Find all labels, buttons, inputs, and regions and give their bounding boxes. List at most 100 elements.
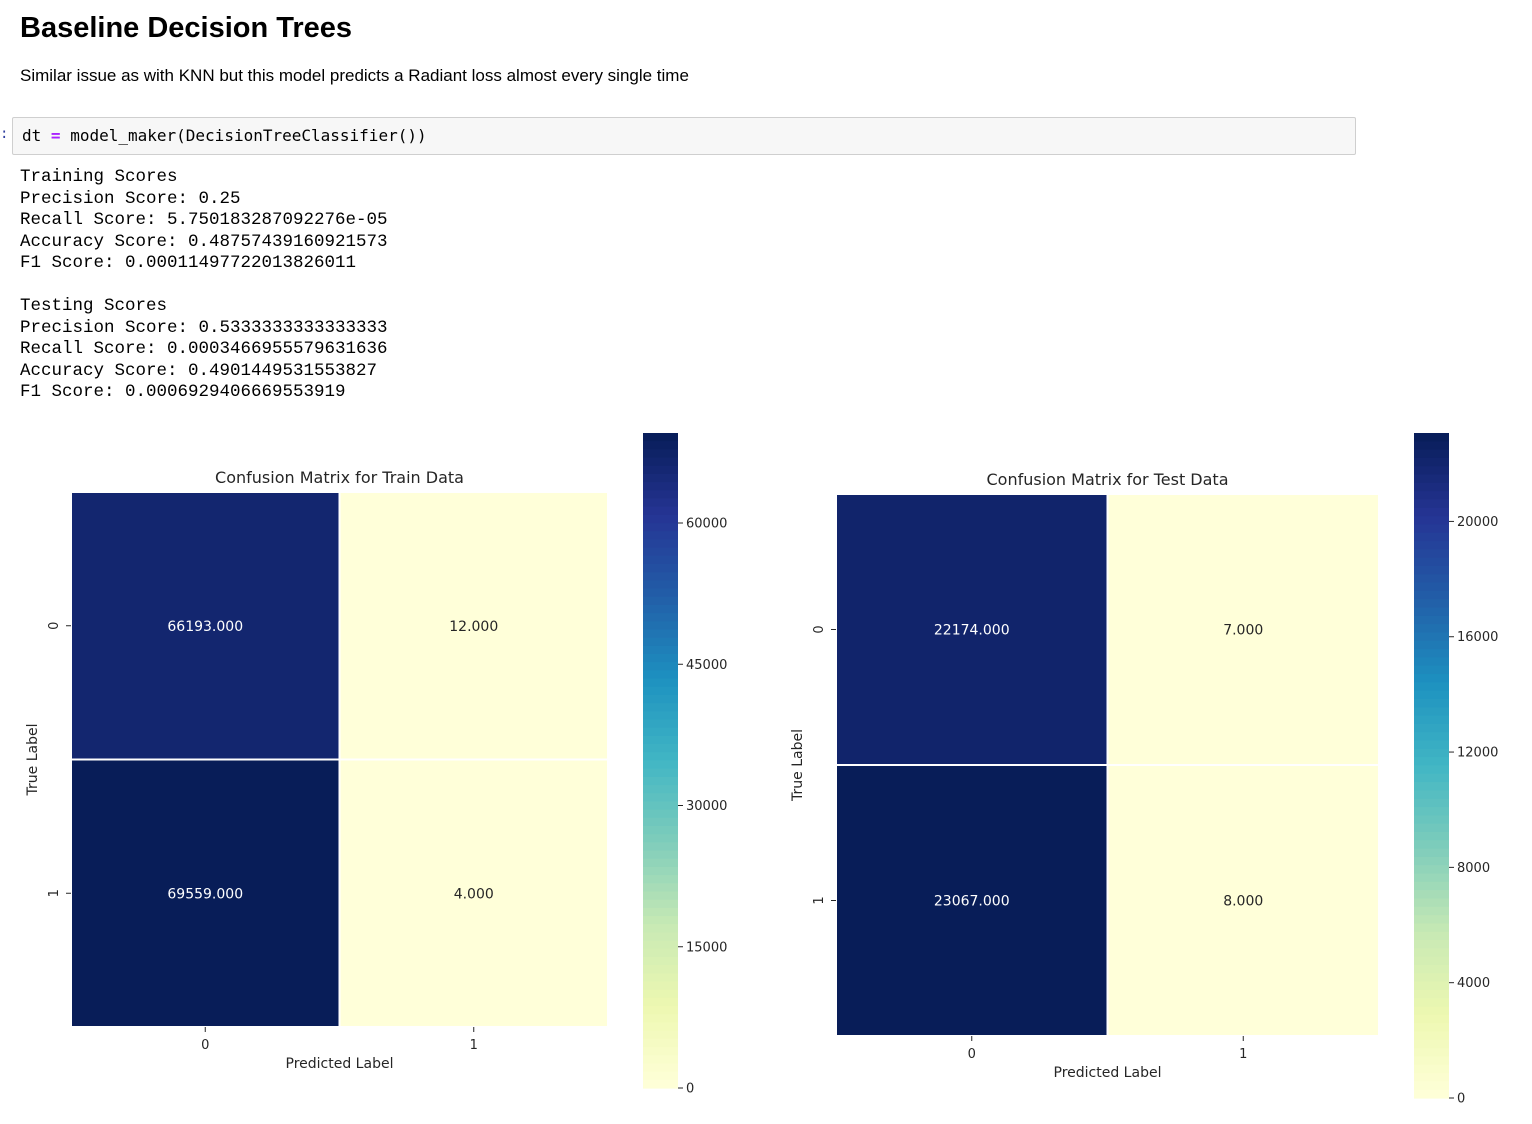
colorbar-segment [1414, 748, 1449, 758]
x-tick-label: 1 [1239, 1047, 1247, 1062]
test-confusion-matrix-figure: Confusion Matrix for Test Data 22174.000 7… [770, 428, 1530, 1118]
colorbar-segment [643, 473, 678, 483]
heatmap-cell [1106, 764, 1380, 1037]
colorbar-segment [643, 916, 678, 925]
colorbar-segment [1414, 715, 1449, 725]
heatmap-cell [338, 758, 609, 1028]
colorbar-segment [643, 662, 678, 672]
colorbar-segment [1414, 1081, 1449, 1091]
colorbar-segment [1414, 1039, 1449, 1049]
code-cell-input[interactable]: dt = model_maker(DecisionTreeClassifier(… [12, 117, 1356, 155]
colorbar-segment [643, 727, 678, 737]
colorbar-segment [1414, 682, 1449, 692]
colorbar-segment [643, 809, 678, 819]
colorbar-segment [1414, 433, 1449, 442]
colorbar-segment [1414, 940, 1449, 949]
colorbar-segment [643, 1063, 678, 1073]
y-tick-label: 1 [47, 889, 62, 897]
colorbar-segment [1414, 815, 1449, 825]
colorbar-segment [1414, 981, 1449, 991]
heatmap-cell [835, 764, 1109, 1037]
colorbar-segment [1414, 740, 1449, 750]
colorbar-tick-label: 60000 [686, 517, 727, 532]
colorbar-segment [643, 940, 678, 950]
output-line: Accuracy Score: 0.48757439160921573 [20, 231, 388, 252]
output-line: Testing Scores [20, 296, 168, 316]
colorbar-segment [643, 482, 678, 491]
y-tick-label: 1 [812, 896, 827, 904]
colorbar-segment [1414, 615, 1449, 625]
colorbar-segment [1414, 599, 1449, 609]
colorbar-segment [1414, 848, 1449, 858]
colorbar-segment [1414, 499, 1449, 509]
colorbar-segment [1414, 590, 1449, 600]
colorbar-segment [1414, 466, 1449, 476]
output-line: Precision Score: 0.25 [20, 188, 241, 209]
y-axis-label: True Label [25, 724, 41, 797]
colorbar-segment [643, 842, 678, 852]
colorbar-segment [1414, 449, 1449, 459]
colorbar-segment [1414, 649, 1449, 659]
section-heading: Baseline Decision Trees [20, 12, 353, 44]
colorbar-segment [643, 1071, 678, 1081]
colorbar-segment [1414, 1073, 1449, 1082]
output-line: Training Scores [20, 167, 178, 187]
colorbar-segment [643, 981, 678, 991]
colorbar-segment [1414, 890, 1449, 900]
colorbar-segment [643, 654, 678, 663]
colorbar-tick-label: 0 [686, 1082, 694, 1097]
colorbar-segment [643, 670, 678, 680]
colorbar-segment [1414, 790, 1449, 800]
train-confusion-matrix-figure: Confusion Matrix for Train Data 66193.000… [0, 428, 760, 1108]
colorbar-segment [1414, 640, 1449, 650]
colorbar-segment [1414, 566, 1449, 575]
colorbar-segment [1414, 582, 1449, 592]
colorbar-segment [643, 997, 678, 1007]
colorbar-segment [1414, 773, 1449, 783]
colorbar-segment [643, 883, 678, 893]
colorbar-segment [1414, 624, 1449, 634]
colorbar-segment [1414, 732, 1449, 742]
colorbar-segment [643, 744, 678, 753]
colorbar-segment [1414, 723, 1449, 733]
colorbar-segment [1414, 549, 1449, 559]
colorbar-segment [1414, 441, 1449, 451]
output-line: Recall Score: 5.750183287092276e-05 [20, 210, 388, 230]
colorbar-segment [643, 1022, 678, 1032]
colorbar-segment [1414, 532, 1449, 542]
colorbar-segment [1414, 507, 1449, 517]
y-axis-label: True Label [790, 729, 806, 802]
x-axis-label: Predicted Label [286, 1056, 394, 1072]
colorbar-segment [643, 1047, 678, 1056]
colorbar-tick-label: 20000 [1457, 515, 1498, 530]
code-cell-output: Training Scores Precision Score: 0.25 Reca… [20, 167, 388, 404]
code-expression: model_maker(DecisionTreeClassifier()) [70, 126, 427, 145]
colorbar-segment [1414, 457, 1449, 467]
colorbar-segment [643, 588, 678, 598]
cell-annotation: 66193.000 [167, 619, 243, 635]
colorbar-segment [1414, 1006, 1449, 1016]
colorbar-segment [643, 645, 678, 655]
colorbar-segment [1414, 840, 1449, 850]
colorbar-segment [643, 858, 678, 868]
colorbar-segment [643, 572, 678, 581]
colorbar-segment [643, 785, 678, 794]
cell-annotation: 12.000 [449, 619, 498, 635]
colorbar-segment [643, 735, 678, 745]
colorbar-segment [643, 1030, 678, 1040]
cell-annotation: 69559.000 [167, 886, 243, 902]
colorbar-segment [643, 433, 678, 442]
colorbar-segment [1414, 915, 1449, 925]
x-axis-label: Predicted Label [1054, 1065, 1162, 1081]
colorbar-segment [643, 531, 678, 541]
colorbar-segment [1414, 765, 1449, 775]
section-description: Similar issue as with KNN but this model… [20, 66, 689, 85]
colorbar-segment [643, 637, 678, 647]
colorbar-segment [643, 924, 678, 934]
colorbar-segment [1414, 948, 1449, 958]
colorbar-segment [1414, 989, 1449, 999]
colorbar-segment [1414, 798, 1449, 808]
colorbar-segment [1414, 856, 1449, 866]
colorbar-segment [643, 850, 678, 860]
colorbar-tick-label: 0 [1457, 1092, 1465, 1107]
